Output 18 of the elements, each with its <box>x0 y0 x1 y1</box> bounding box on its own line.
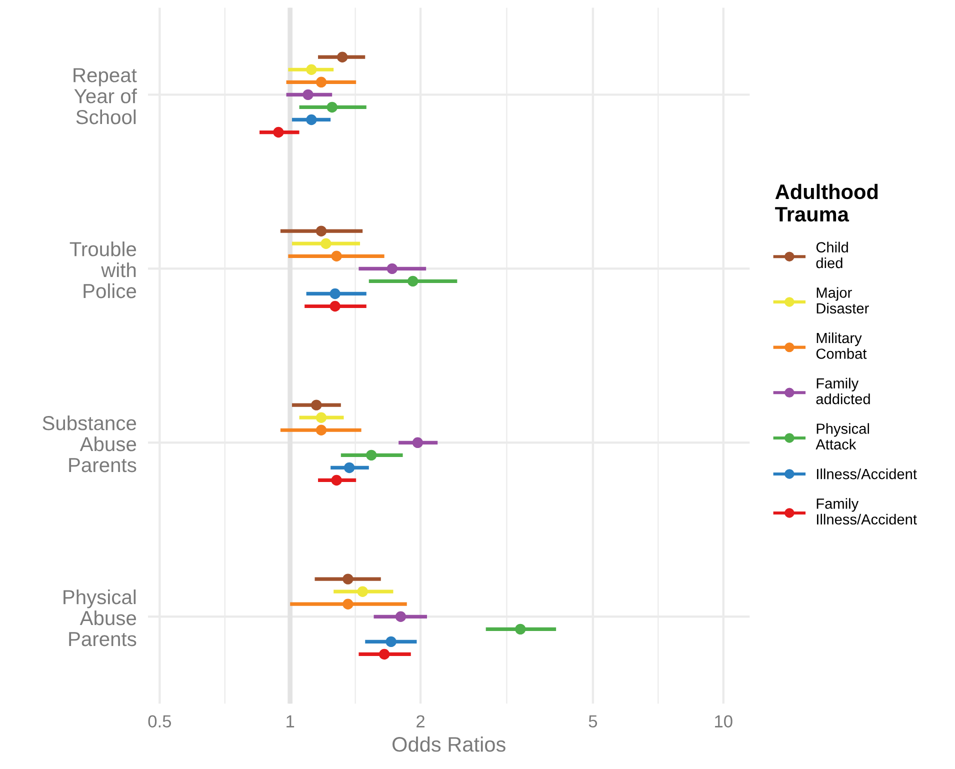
x-tick-label: 10 <box>715 715 732 728</box>
y-tick-label: Repeat Year of School <box>74 68 137 124</box>
y-tick-label: Substance Abuse Parents <box>42 415 136 472</box>
legend-label: Physical Attack <box>816 423 869 450</box>
legend-label: Family Illness/Accident <box>816 498 917 525</box>
legend-label: Child died <box>816 242 848 268</box>
x-axis-title: Odds Ratios <box>392 736 506 752</box>
x-tick-label: 5 <box>588 715 598 728</box>
legend-label: Major Disaster <box>816 287 869 314</box>
legend-label: Family addicted <box>816 378 870 404</box>
x-tick-label: 1 <box>286 715 294 728</box>
legend-label: Military Combat <box>816 332 867 359</box>
legend-label: Illness/Accident <box>817 468 917 480</box>
y-tick-label: Physical Abuse Parents <box>64 589 136 646</box>
y-tick-label: Trouble with Police <box>70 242 136 298</box>
legend-title: Adulthood Trauma <box>775 184 878 222</box>
x-tick-label: 0.5 <box>148 715 172 728</box>
x-tick-label: 2 <box>416 715 424 728</box>
